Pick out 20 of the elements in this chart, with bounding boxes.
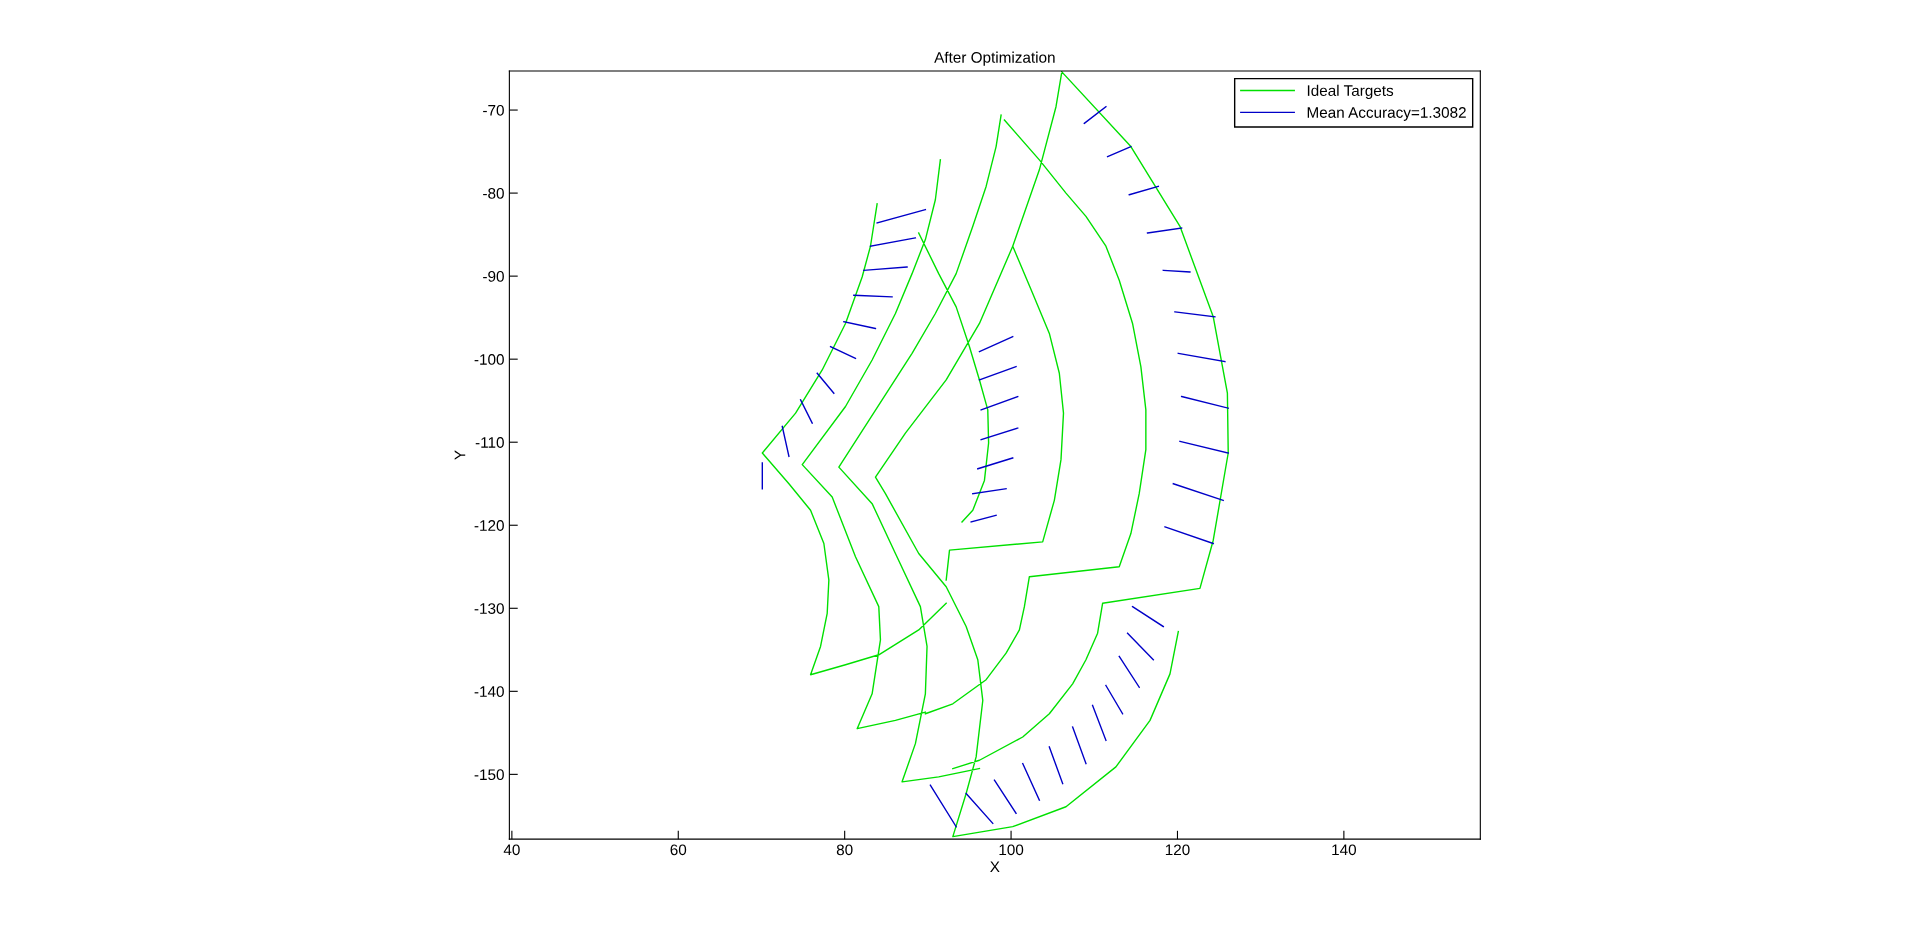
y-tick-label: -100 bbox=[474, 354, 504, 365]
chart-title: After Optimization bbox=[934, 51, 1055, 66]
x-tick-label: 60 bbox=[670, 844, 687, 856]
y-tick-label: -80 bbox=[483, 187, 504, 199]
x-tick-label: 80 bbox=[836, 844, 853, 856]
x-tick-label: 140 bbox=[1332, 844, 1357, 856]
x-tick-label: 120 bbox=[1165, 844, 1190, 856]
y-tick-label: -70 bbox=[483, 104, 504, 116]
y-tick-label: -120 bbox=[474, 520, 504, 531]
y-tick-label: -140 bbox=[474, 686, 504, 698]
y-tick-label: -150 bbox=[474, 769, 504, 781]
x-tick-label: 40 bbox=[503, 844, 520, 856]
y-axis-title: Y bbox=[454, 450, 466, 460]
y-tick-label: -130 bbox=[474, 603, 504, 614]
legend-label: Ideal Targets bbox=[1307, 84, 1394, 100]
y-tick-label: -90 bbox=[483, 271, 504, 282]
x-axis-title: X bbox=[990, 861, 1000, 873]
legend-label: Mean Accuracy=1.3082 bbox=[1307, 107, 1466, 121]
y-tick-label: -110 bbox=[475, 437, 504, 448]
x-tick-label: 100 bbox=[999, 844, 1024, 856]
